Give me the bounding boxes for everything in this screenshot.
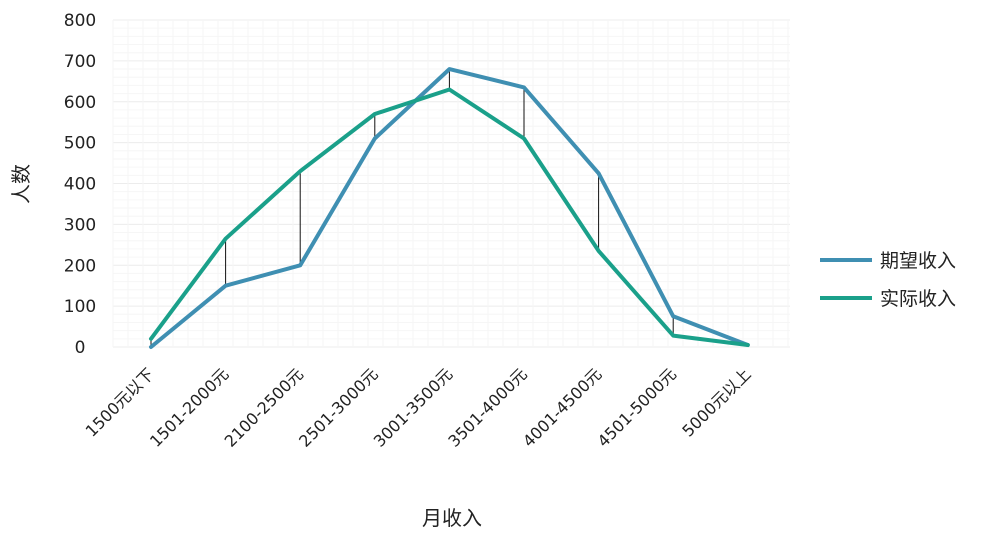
legend-label-1: 期望收入	[880, 250, 956, 272]
y-tick-label: 500	[64, 134, 96, 154]
x-axis-title: 月收入	[422, 506, 482, 530]
y-tick-label: 400	[64, 175, 96, 195]
y-tick-label: 800	[64, 11, 96, 31]
x-axis-ticks: 1500元以下1501-2000元2100-2500元2501-3000元300…	[82, 364, 755, 450]
y-axis-ticks: 0 100 200 300 400 500 600 700 800	[64, 11, 96, 358]
x-tick-label: 4001-4500元	[519, 364, 605, 450]
series-line-1	[149, 67, 750, 349]
y-tick-label: 0	[75, 338, 86, 358]
x-tick-label: 3001-3500元	[370, 364, 456, 450]
x-tick-label: 2100-2500元	[221, 364, 307, 450]
y-tick-label: 100	[64, 297, 96, 317]
x-tick-label: 2501-3000元	[295, 364, 381, 450]
x-tick-label: 1501-2000元	[146, 364, 232, 450]
y-tick-label: 700	[64, 52, 96, 72]
y-tick-label: 300	[64, 215, 96, 235]
x-tick-label: 5000元以上	[678, 364, 754, 440]
drop-lines	[150, 69, 674, 347]
series-line-2	[149, 87, 750, 347]
y-tick-label: 600	[64, 93, 96, 113]
y-tick-label: 200	[64, 256, 96, 276]
x-tick-label: 3501-4000元	[444, 364, 530, 450]
x-tick-label: 4501-5000元	[594, 364, 680, 450]
x-tick-label: 1500元以下	[82, 364, 158, 440]
series-lines	[149, 67, 750, 349]
legend-label-2: 实际收入	[880, 288, 956, 310]
y-axis-title: 人数	[9, 164, 33, 204]
